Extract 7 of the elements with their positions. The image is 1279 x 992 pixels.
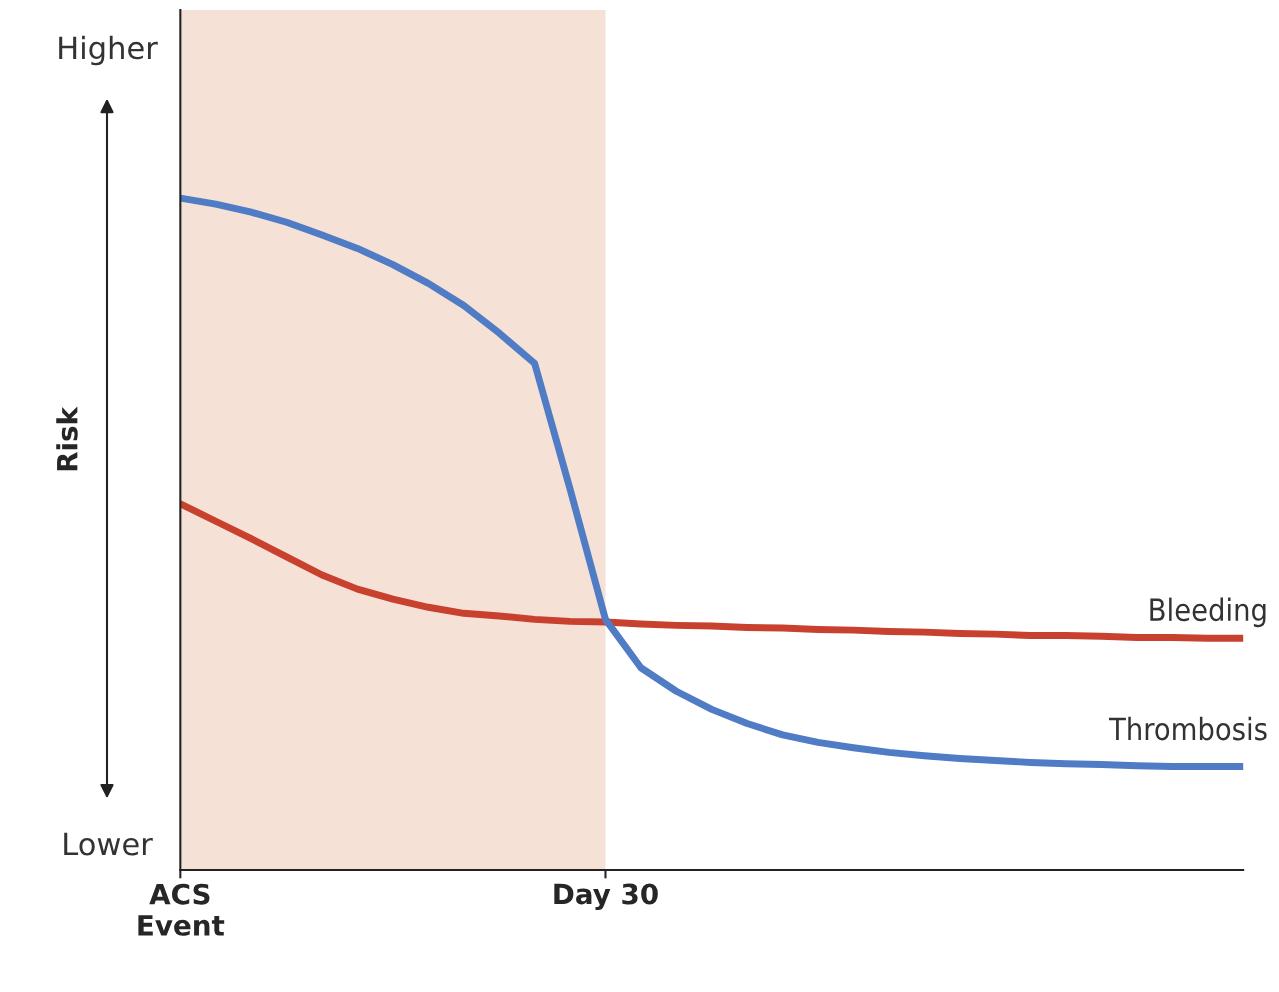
- x-tick-label: ACS Event: [138, 883, 225, 936]
- x-tick-label: Day 30: [554, 883, 658, 911]
- text: Higher: [59, 35, 158, 66]
- text: Lower: [64, 832, 153, 856]
- series-label: Bleeding: [1150, 597, 1266, 628]
- series-label: Thrombosis: [1108, 716, 1267, 741]
- y-axis-title: Risk: [56, 406, 78, 471]
